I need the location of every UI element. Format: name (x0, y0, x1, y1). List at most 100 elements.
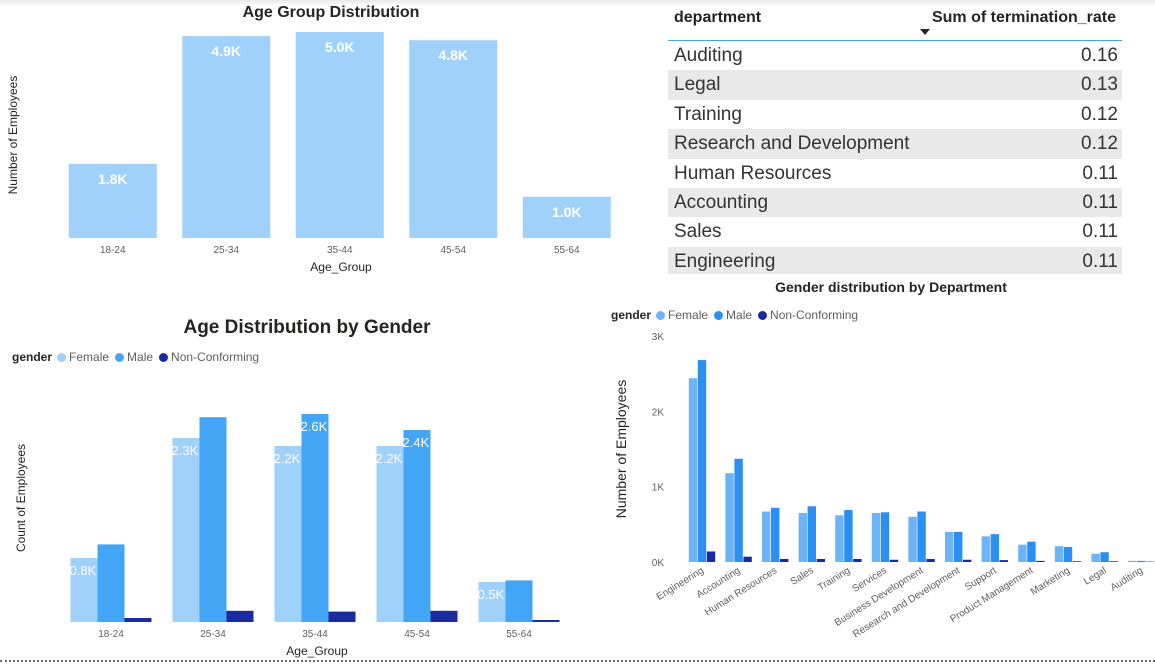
x-tick-label: Legal (1082, 565, 1109, 587)
legend-item[interactable]: Male (115, 350, 153, 364)
bar-non-conforming[interactable] (1036, 561, 1044, 562)
bar-non-conforming[interactable] (227, 611, 254, 622)
legend-label: Non-Conforming (770, 308, 858, 322)
bar-female[interactable] (945, 532, 953, 562)
bar-male[interactable] (1064, 547, 1072, 562)
column-header-department[interactable]: department (674, 9, 761, 27)
age-group-bar[interactable] (182, 36, 270, 238)
bar-female[interactable] (1128, 561, 1136, 562)
legend-item[interactable]: Female (656, 308, 708, 322)
bar-non-conforming[interactable] (125, 618, 152, 622)
bar-female[interactable] (689, 378, 697, 562)
termination-rate-table[interactable]: department Sum of termination_rate Audit… (668, 0, 1122, 274)
bar-male[interactable] (954, 532, 962, 562)
legend-item[interactable]: Male (714, 308, 752, 322)
bar-female[interactable] (799, 513, 807, 562)
bar-male[interactable] (771, 508, 779, 562)
bar-female[interactable] (173, 438, 200, 622)
department-cell: Training (674, 104, 742, 126)
bar-female[interactable] (377, 446, 404, 622)
x-tick-label: 45-54 (440, 245, 466, 256)
bar-non-conforming[interactable] (926, 559, 934, 562)
bar-non-conforming[interactable] (533, 620, 560, 622)
bar-non-conforming[interactable] (1073, 561, 1081, 562)
bar-non-conforming[interactable] (1000, 560, 1008, 562)
age-group-bar[interactable] (296, 32, 384, 238)
bar-male[interactable] (1100, 552, 1108, 562)
legend-marker-icon (115, 353, 124, 362)
bar-male[interactable] (881, 512, 889, 562)
bar-female[interactable] (762, 512, 770, 562)
legend-item[interactable]: Female (57, 350, 109, 364)
bar-female[interactable] (982, 536, 990, 562)
age-group-chart[interactable]: Age Group Distribution Number of Employe… (0, 0, 640, 290)
y-axis-label: Number of Employees (613, 380, 629, 519)
bar-male[interactable] (404, 430, 431, 622)
bar-male[interactable] (98, 544, 125, 622)
bar-male[interactable] (1027, 542, 1035, 562)
bar-male[interactable] (302, 414, 329, 622)
bar-male[interactable] (734, 459, 742, 562)
data-label: 2.4K (403, 435, 430, 450)
x-tick-label: 35-44 (327, 245, 353, 256)
legend-marker-icon (159, 353, 168, 362)
bar-non-conforming[interactable] (329, 612, 356, 622)
bar-male[interactable] (1137, 561, 1145, 562)
y-tick-label: 3K (652, 332, 665, 343)
legend-item[interactable]: Non-Conforming (159, 350, 259, 364)
bar-male[interactable] (917, 512, 925, 562)
age-group-bar[interactable] (409, 40, 497, 238)
bar-male[interactable] (991, 534, 999, 562)
bar-male[interactable] (808, 506, 816, 562)
bar-female[interactable] (1055, 546, 1063, 562)
bar-non-conforming[interactable] (1109, 561, 1117, 562)
x-axis-label: Age_Group (286, 644, 348, 658)
bar-non-conforming[interactable] (707, 551, 715, 562)
termination-rate-cell: 0.11 (1082, 221, 1118, 243)
data-label: 5.0K (325, 39, 355, 55)
bar-non-conforming[interactable] (817, 559, 825, 562)
age-group-chart-svg: Age Group Distribution Number of Employe… (0, 0, 640, 290)
bar-female[interactable] (908, 517, 916, 562)
department-cell: Engineering (674, 251, 775, 273)
bar-female[interactable] (1091, 554, 1099, 562)
bar-non-conforming[interactable] (963, 560, 971, 562)
y-axis-label: Count of Employees (14, 444, 28, 552)
column-header-termination-rate[interactable]: Sum of termination_rate (932, 9, 1116, 27)
bar-non-conforming[interactable] (743, 557, 751, 562)
bar-male[interactable] (698, 360, 706, 562)
page-bottom-border (0, 660, 1155, 662)
bar-female[interactable] (725, 473, 733, 562)
bar-female[interactable] (275, 446, 302, 622)
termination-rate-cell: 0.13 (1081, 74, 1118, 96)
x-tick-label: 35-44 (302, 629, 328, 640)
bar-non-conforming[interactable] (780, 559, 788, 562)
legend-item[interactable]: Non-Conforming (758, 308, 858, 322)
bar-female[interactable] (872, 513, 880, 562)
gender-department-chart[interactable]: Gender distribution by Department Number… (600, 276, 1155, 660)
legend-label: Male (726, 308, 752, 322)
bar-non-conforming[interactable] (890, 560, 898, 562)
bar-female[interactable] (1018, 545, 1026, 562)
data-label: 4.9K (211, 43, 241, 59)
bar-female[interactable] (835, 515, 843, 562)
x-tick-label: 55-64 (554, 245, 580, 256)
sort-descending-icon[interactable] (920, 29, 930, 35)
bar-male[interactable] (200, 417, 227, 622)
bar-male[interactable] (506, 580, 533, 622)
bar-non-conforming[interactable] (431, 611, 458, 622)
x-tick-label: 55-64 (506, 629, 532, 640)
bar-non-conforming[interactable] (853, 559, 861, 562)
bar-male[interactable] (844, 510, 852, 562)
